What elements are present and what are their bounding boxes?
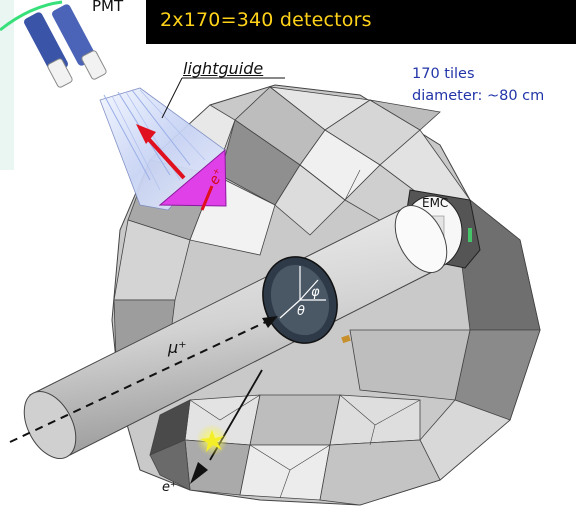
emc-label: EMC	[422, 196, 449, 210]
muon-label: μ⁺	[168, 338, 187, 357]
pmt-label: PMT	[92, 0, 124, 15]
phi-label: φ	[311, 285, 320, 300]
banner-title: 2x170=340 detectors	[160, 9, 372, 31]
theta-label: θ	[297, 304, 305, 319]
tiles-diameter-label: diameter: ~80 cm	[412, 88, 545, 104]
pmt-tube-left	[24, 12, 73, 88]
lightguide-label: lightguide	[183, 59, 264, 78]
muon-trajectory	[9, 316, 278, 443]
left-strip	[0, 0, 63, 170]
beam-pipe	[23, 205, 448, 459]
tiles-count-label: 170 tiles	[412, 66, 475, 82]
positron-label-bottom: e⁺	[162, 480, 177, 495]
target-disk	[262, 256, 351, 344]
pmt-assembly	[24, 4, 285, 211]
tile-info: 170 tiles diameter: ~80 cm	[412, 63, 544, 107]
title-banner: 2x170=340 detectors	[146, 0, 576, 44]
pmt-tube-right	[52, 4, 107, 80]
positron-trajectory	[190, 369, 263, 484]
